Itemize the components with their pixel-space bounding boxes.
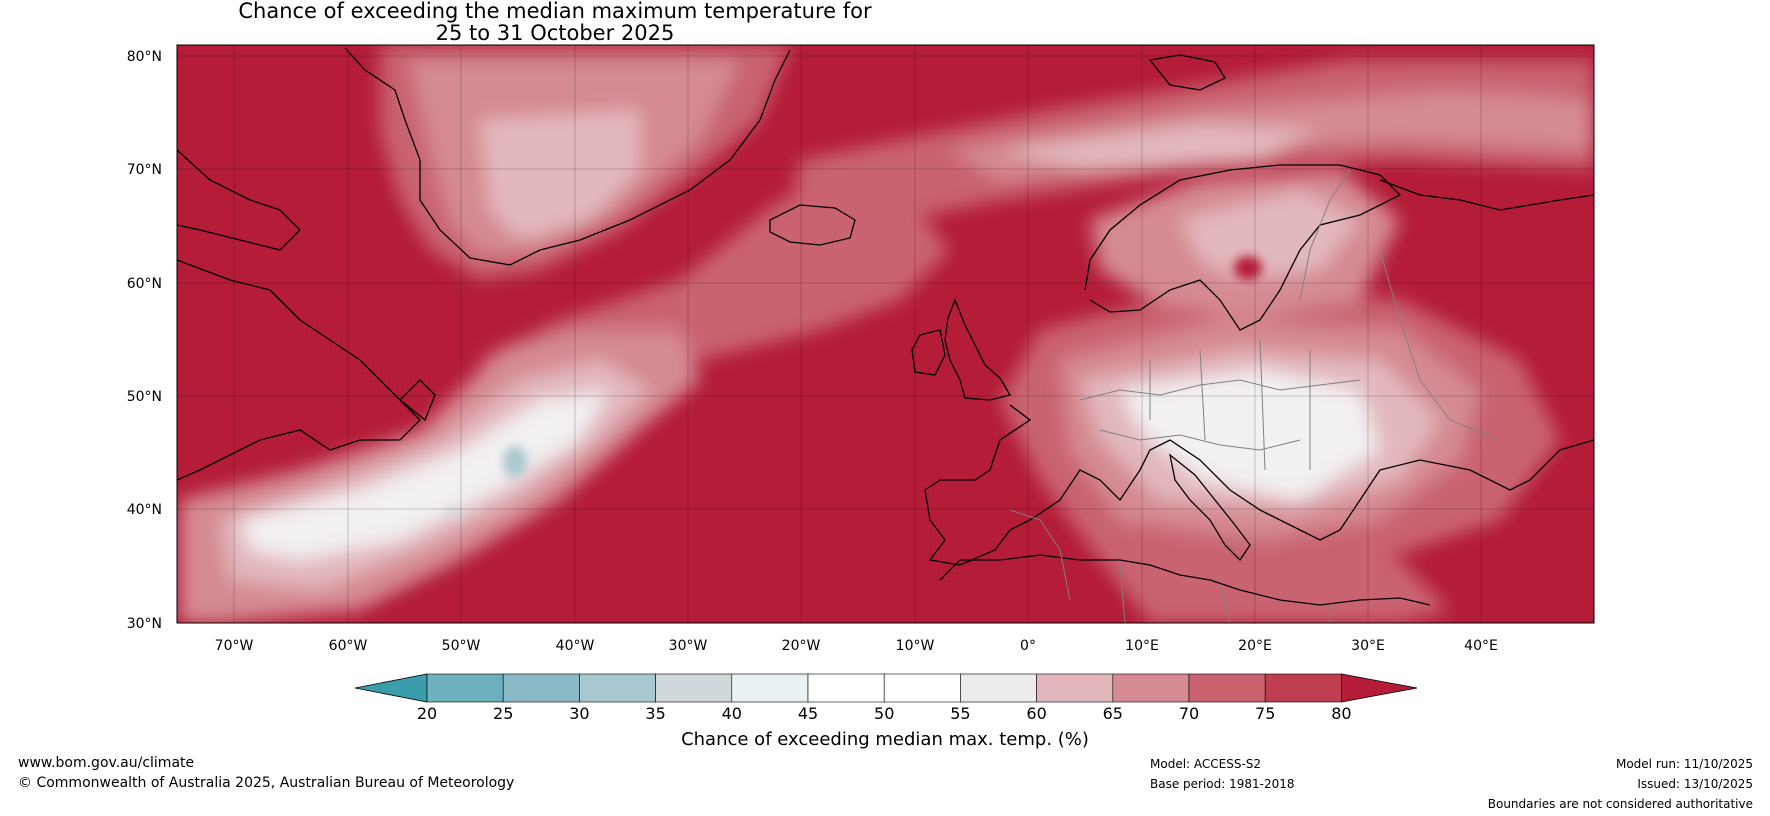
coastlines [177, 47, 1594, 606]
colorbar-segment [731, 673, 809, 703]
footer-copyright: © Commonwealth of Australia 2025, Austra… [18, 775, 515, 791]
coast-newfoundland [399, 379, 436, 422]
border-6 [1009, 509, 1331, 623]
colorbar-segment [1188, 673, 1266, 703]
field-scandinavia-inner [1180, 190, 1360, 280]
lon-label: 20°E [1238, 638, 1272, 654]
colorbar-tick-label: 50 [874, 704, 894, 723]
footer-issued: Issued: 13/10/2025 [1637, 777, 1753, 791]
colorbar-tick-label: 70 [1179, 704, 1199, 723]
lat-label: 30°N [127, 616, 162, 632]
lat-label: 60°N [127, 276, 162, 292]
coast-baffin [177, 149, 301, 251]
lon-label: 60°W [329, 638, 368, 654]
coast-svalbard [1148, 54, 1226, 91]
field-mediterranean [1100, 540, 1450, 623]
colorbar-tick-label: 55 [950, 704, 970, 723]
colorbar-tick-label: 40 [722, 704, 742, 723]
footer-model: Model: ACCESS-S2 [1150, 757, 1262, 771]
border-2 [1099, 429, 1301, 451]
colorbar-extend-high [1341, 673, 1418, 703]
lon-label: 10°W [896, 638, 935, 654]
coast-britain [944, 298, 1012, 401]
colorbar-tick-label: 65 [1103, 704, 1123, 723]
footer-model-run: Model run: 11/10/2025 [1615, 757, 1753, 771]
probability-field [180, 45, 1594, 623]
field-greenland-core [480, 110, 640, 240]
latitude-labels: 80°N 70°N 60°N 50°N 40°N 30°N [127, 49, 162, 632]
colorbar-segment [1036, 673, 1114, 703]
footer-website: www.bom.gov.au/climate [18, 755, 195, 771]
colorbar-segment [960, 673, 1037, 703]
longitude-labels: 70°W 60°W 50°W 40°W 30°W 20°W 10°W 0° 10°E 20°E 30… [215, 638, 1498, 654]
coast-north-africa [939, 554, 1431, 606]
map-title-line1: Chance of exceeding the median maximum t… [238, 0, 872, 23]
border-1 [1079, 379, 1361, 401]
lon-label: 20°W [782, 638, 821, 654]
lon-label: 30°W [669, 638, 708, 654]
graticule [177, 45, 1594, 623]
lat-label: 40°N [127, 502, 162, 518]
field-west-atlantic-core [240, 390, 610, 560]
coast-italy [1169, 453, 1251, 562]
colorbar-segment [426, 673, 504, 703]
colorbar-tick-label: 45 [798, 704, 818, 723]
lat-label: 70°N [127, 162, 162, 178]
coast-iceland [769, 204, 856, 246]
colorbar-tick-label: 60 [1026, 704, 1046, 723]
footer-base-period: Base period: 1981-2018 [1150, 777, 1295, 791]
colorbar-tick-label: 35 [645, 704, 665, 723]
colorbar-segment [502, 673, 580, 703]
coast-scandinavia [1084, 164, 1402, 331]
field-arctic-core [1000, 125, 1320, 170]
lat-label: 80°N [127, 49, 162, 65]
colorbar-segment [655, 673, 733, 703]
colorbar: 20 25 30 35 40 45 50 55 60 65 70 75 80 Chance of exce… [354, 673, 1418, 750]
border-4 [1299, 169, 1351, 301]
colorbar-segment [883, 673, 961, 703]
lat-label: 50°N [127, 389, 162, 405]
colorbar-segment [1112, 673, 1190, 703]
lon-label: 10°E [1125, 638, 1159, 654]
footer-disclaimer: Boundaries are not considered authoritat… [1487, 797, 1753, 811]
map-title-line2: 25 to 31 October 2025 [435, 21, 675, 45]
colorbar-segment [807, 673, 885, 703]
map-panel [176, 44, 1595, 624]
border-3 [1149, 339, 1311, 471]
colorbar-tick-label: 30 [569, 704, 589, 723]
field-cool-spot [503, 446, 527, 478]
field-cool-spot2 [446, 507, 464, 517]
lon-label: 70°W [215, 638, 254, 654]
border-5 [1379, 249, 1501, 441]
coast-greenland [344, 47, 791, 266]
colorbar-tick-label: 75 [1255, 704, 1275, 723]
lon-label: 0° [1020, 638, 1036, 654]
country-borders [1009, 169, 1501, 623]
lon-label: 40°E [1464, 638, 1498, 654]
colorbar-segment [579, 673, 656, 703]
coast-ireland [911, 329, 946, 376]
map-frame [176, 44, 1595, 624]
field-warm-spot [1234, 256, 1262, 280]
colorbar-segment [1264, 673, 1342, 703]
lon-label: 30°E [1351, 638, 1385, 654]
lon-label: 40°W [556, 638, 595, 654]
coast-labrador [177, 259, 421, 481]
coast-europe-west [924, 404, 1594, 566]
colorbar-tick-label: 80 [1331, 704, 1351, 723]
colorbar-label: Chance of exceeding median max. temp. (%… [681, 729, 1089, 750]
lon-label: 50°W [442, 638, 481, 654]
coast-russia-north [1379, 179, 1594, 211]
colorbar-tick-label: 20 [417, 704, 437, 723]
colorbar-extend-low [354, 673, 428, 703]
colorbar-tick-label: 25 [493, 704, 513, 723]
